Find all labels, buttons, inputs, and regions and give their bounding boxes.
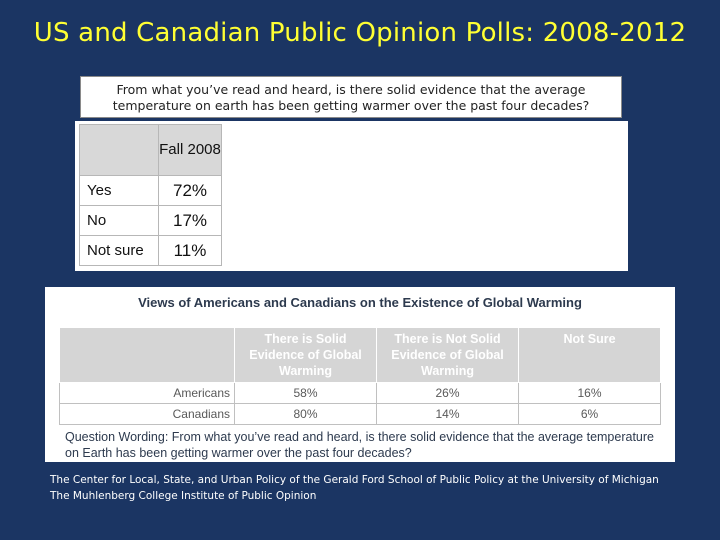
header-not-solid-evidence: There is Not Solid Evidence of Global Wa…	[376, 327, 519, 383]
views-table: There is Solid Evidence of Global Warmin…	[59, 327, 661, 425]
source-citation: The Center for Local, State, and Urban P…	[50, 474, 659, 502]
row-value-yes: 72%	[158, 175, 222, 206]
header-fall-2008: Fall 2008	[158, 124, 222, 176]
row-value-no: 17%	[158, 205, 222, 236]
table-row: No 17%	[79, 205, 222, 236]
row-value-not-sure: 11%	[158, 235, 222, 266]
table-header-row: There is Solid Evidence of Global Warmin…	[59, 327, 661, 383]
table-row: Canadians 80% 14% 6%	[59, 403, 661, 425]
slide-title: US and Canadian Public Opinion Polls: 20…	[33, 18, 687, 48]
row-label-yes: Yes	[79, 175, 159, 206]
header-empty-cell	[79, 124, 159, 176]
table-header-row: Fall 2008	[79, 124, 222, 176]
views-question-wording: Question Wording: From what you’ve read …	[65, 430, 654, 460]
cell-canadians-not-solid: 14%	[376, 403, 519, 425]
views-table-title: Views of Americans and Canadians on the …	[138, 295, 582, 310]
header-solid-evidence: There is Solid Evidence of Global Warmin…	[234, 327, 377, 383]
cell-canadians-solid: 80%	[234, 403, 377, 425]
header-empty-cell	[59, 327, 235, 383]
header-not-sure: Not Sure	[518, 327, 661, 383]
cell-americans-not-sure: 16%	[518, 382, 661, 404]
row-label-canadians: Canadians	[59, 403, 235, 425]
row-label-americans: Americans	[59, 382, 235, 404]
table-row: Yes 72%	[79, 175, 222, 206]
fall-2008-panel: Fall 2008 Yes 72% No 17% Not sure 11%	[75, 121, 628, 271]
table-row: Americans 58% 26% 16%	[59, 382, 661, 404]
survey-question-box: From what you’ve read and heard, is ther…	[80, 76, 622, 118]
row-label-no: No	[79, 205, 159, 236]
row-label-not-sure: Not sure	[79, 235, 159, 266]
cell-americans-solid: 58%	[234, 382, 377, 404]
cell-canadians-not-sure: 6%	[518, 403, 661, 425]
table-row: Not sure 11%	[79, 235, 222, 266]
views-panel: Views of Americans and Canadians on the …	[45, 287, 675, 462]
fall-2008-table: Fall 2008 Yes 72% No 17% Not sure 11%	[79, 124, 222, 266]
cell-americans-not-solid: 26%	[376, 382, 519, 404]
